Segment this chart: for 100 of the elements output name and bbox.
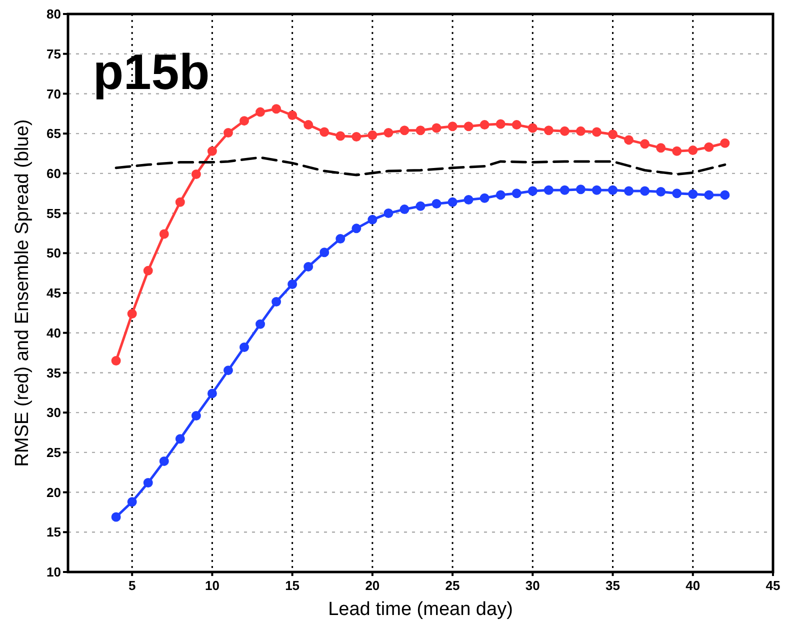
point — [656, 187, 666, 197]
point — [256, 319, 266, 329]
point — [576, 184, 586, 194]
point — [640, 186, 650, 196]
point — [544, 126, 554, 136]
point — [576, 126, 586, 136]
point — [127, 497, 137, 507]
point — [272, 297, 282, 307]
y-tick-label: 20 — [46, 484, 61, 500]
point — [159, 229, 169, 239]
point — [175, 434, 185, 444]
point — [480, 193, 490, 203]
point — [432, 198, 442, 208]
point — [191, 169, 201, 179]
point — [240, 116, 249, 126]
y-tick-label: 55 — [46, 206, 61, 221]
point — [288, 279, 298, 289]
point — [432, 123, 442, 133]
y-tick-label: 15 — [46, 524, 61, 540]
y-axis-title: RMSE (red) and Ensemble Spread (blue) — [12, 119, 33, 467]
point — [416, 126, 426, 136]
x-tick-label: 40 — [686, 578, 700, 593]
point — [624, 186, 634, 196]
point — [320, 127, 330, 137]
point — [624, 135, 634, 145]
point — [304, 120, 314, 130]
x-tick-label: 10 — [204, 578, 220, 593]
point — [448, 197, 458, 207]
point — [288, 110, 298, 120]
point — [256, 107, 266, 117]
x-tick-label: 45 — [766, 578, 780, 593]
x-axis-title: Lead time (mean day) — [328, 599, 513, 620]
point — [512, 120, 522, 130]
point — [480, 120, 490, 130]
point — [143, 478, 153, 488]
point — [207, 146, 217, 156]
point — [704, 190, 714, 200]
y-tick-label: 80 — [46, 6, 61, 22]
point — [400, 204, 410, 214]
point — [352, 224, 362, 234]
point — [368, 130, 378, 140]
point — [464, 194, 474, 204]
point — [304, 262, 314, 272]
point — [223, 366, 233, 376]
y-tick-label: 30 — [46, 405, 61, 420]
point — [720, 190, 730, 200]
point — [464, 122, 474, 132]
point — [159, 456, 169, 466]
point — [175, 197, 185, 207]
y-tick-label: 35 — [46, 365, 61, 380]
point — [496, 190, 506, 200]
y-tick-label: 75 — [46, 46, 61, 62]
point — [448, 122, 458, 132]
point — [560, 185, 570, 195]
y-tick-label: 25 — [46, 444, 61, 460]
point — [384, 208, 394, 218]
point — [704, 142, 714, 152]
x-tick-label: 20 — [365, 578, 380, 593]
point — [528, 186, 538, 196]
point — [320, 248, 330, 258]
point — [672, 188, 682, 198]
y-tick-label: 70 — [46, 86, 61, 102]
y-tick-label: 40 — [46, 325, 61, 340]
x-tick-label: 25 — [445, 578, 460, 593]
y-tick-label: 60 — [46, 166, 61, 181]
point — [560, 126, 570, 136]
point — [384, 128, 394, 138]
point — [400, 126, 410, 136]
point — [592, 185, 602, 195]
point — [336, 234, 346, 244]
x-tick-label: 35 — [606, 578, 620, 593]
point — [608, 130, 618, 140]
point — [528, 123, 538, 133]
point — [656, 143, 666, 153]
point — [352, 132, 362, 142]
point — [191, 411, 201, 421]
point — [608, 185, 618, 195]
point — [368, 214, 378, 224]
y-tick-label: 10 — [46, 564, 61, 580]
x-tick-label: 5 — [128, 578, 136, 593]
point — [672, 146, 682, 156]
point — [336, 131, 346, 141]
point — [496, 119, 506, 129]
point — [416, 201, 426, 211]
point — [143, 266, 153, 276]
point — [640, 139, 650, 149]
point — [223, 128, 233, 138]
point — [688, 189, 698, 199]
point — [592, 127, 602, 137]
y-tick-label: 45 — [46, 286, 61, 301]
point — [544, 185, 554, 195]
point — [512, 188, 522, 198]
point — [240, 342, 249, 352]
point — [720, 138, 730, 148]
annotation: p15b — [93, 44, 210, 100]
point — [207, 388, 217, 398]
point — [111, 356, 121, 366]
point — [127, 308, 137, 318]
point — [272, 104, 282, 114]
point — [111, 512, 121, 522]
